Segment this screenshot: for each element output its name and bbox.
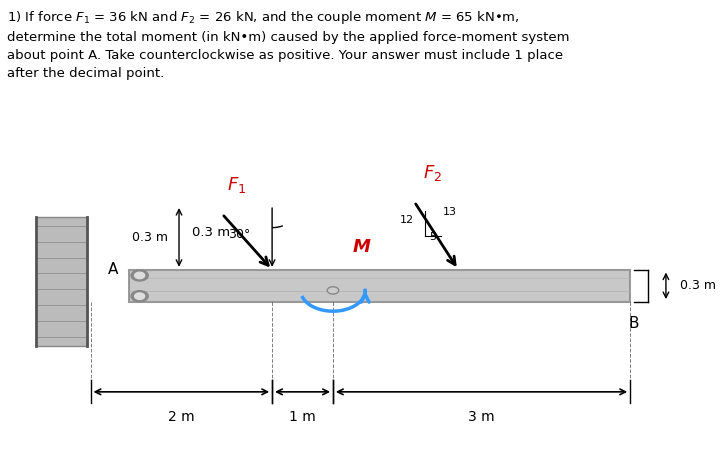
Text: $\boldsymbol{M}$: $\boldsymbol{M}$	[352, 238, 371, 256]
Text: $\boldsymbol{F_2}$: $\boldsymbol{F_2}$	[423, 163, 442, 183]
Text: 12: 12	[400, 215, 414, 225]
Text: B: B	[628, 316, 639, 331]
Text: 0.3 m: 0.3 m	[681, 279, 716, 292]
Text: 2 m: 2 m	[168, 410, 195, 424]
Text: $30°$: $30°$	[227, 228, 251, 241]
Bar	[35, 217, 87, 346]
Text: 1) If force $\boldsymbol{F_1}$ = 36 kN and $\boldsymbol{F_2}$ = 26 kN, and the c: 1) If force $\boldsymbol{F_1}$ = 36 kN a…	[7, 9, 570, 80]
Circle shape	[131, 270, 148, 281]
Circle shape	[327, 287, 339, 294]
Text: 1 m: 1 m	[289, 410, 316, 424]
Text: A: A	[108, 262, 118, 277]
Text: 0.3 m: 0.3 m	[132, 231, 169, 244]
Circle shape	[135, 293, 145, 300]
Text: 0.3 m: 0.3 m	[192, 226, 230, 239]
Bar	[129, 270, 630, 302]
Text: $\boldsymbol{F_1}$: $\boldsymbol{F_1}$	[227, 175, 246, 195]
Text: 5: 5	[429, 232, 437, 242]
Circle shape	[131, 291, 148, 302]
Text: 13: 13	[443, 207, 457, 217]
Text: 3 m: 3 m	[468, 410, 495, 424]
Circle shape	[135, 272, 145, 278]
